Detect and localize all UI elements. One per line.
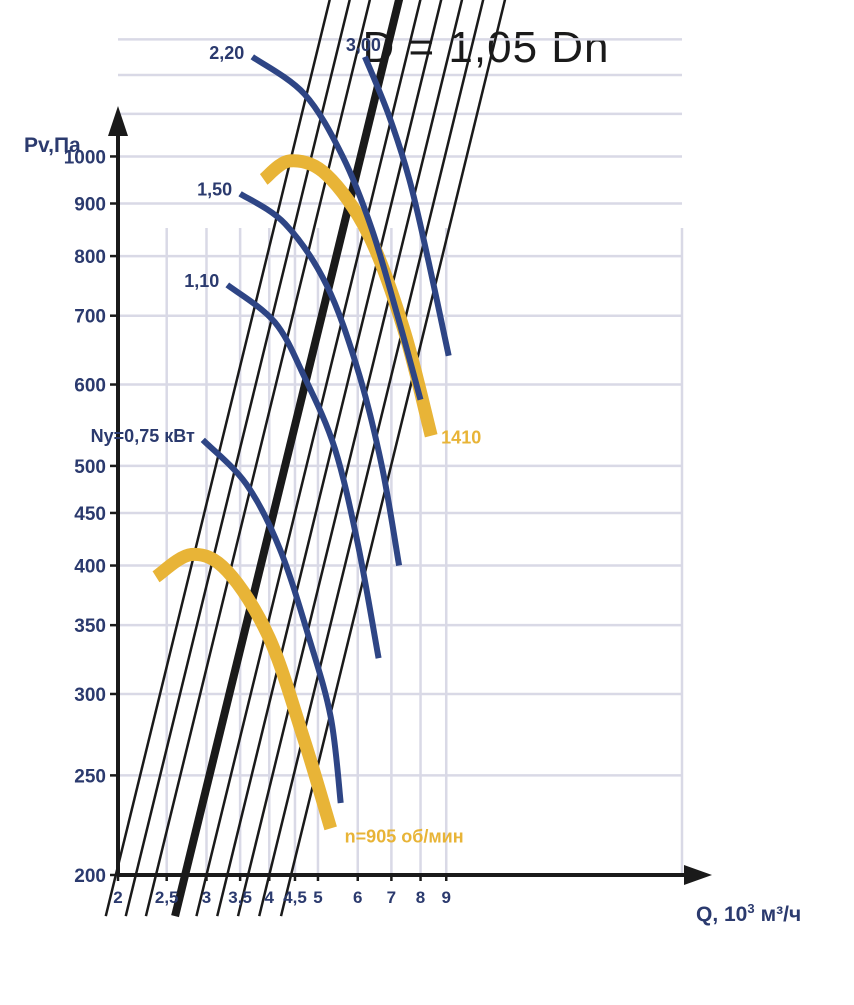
efficiency-line	[236, 0, 464, 917]
efficiency-lines: η=0,7300,7800,8100,8400,8100,7800,7500,7…	[104, 0, 507, 918]
x-tick-label: 3	[202, 888, 211, 907]
y-tick-label: 200	[74, 866, 106, 887]
power-label: 2,20	[209, 43, 244, 63]
y-tick-label: 250	[74, 766, 106, 787]
x-tick-label: 7	[387, 888, 396, 907]
x-tick-label: 5	[313, 888, 322, 907]
y-tick-label: 800	[74, 247, 106, 268]
x-axis-label: Q, 103 м³/ч	[696, 901, 801, 926]
power-label: 3,00	[346, 35, 381, 55]
power-curve	[225, 282, 382, 659]
power-curve	[238, 191, 403, 567]
efficiency-line	[279, 0, 507, 917]
x-tick-label: 6	[353, 888, 362, 907]
series-labels: n=905 об/мин 1410 Ny=0,75 кВт 1,10 1,50 2,20 3…	[91, 35, 482, 847]
y-tick-label: 350	[74, 616, 106, 637]
speed-label: 1410	[441, 428, 481, 448]
power-curve	[362, 55, 452, 357]
x-axis-arrow-icon	[684, 865, 712, 885]
efficiency-line	[195, 0, 422, 917]
y-tick-label: 700	[74, 307, 106, 328]
y-tick-label: 600	[74, 376, 106, 397]
y-tick-label: 400	[74, 557, 106, 578]
power-label: 1,50	[197, 180, 232, 200]
speed-label: n=905 об/мин	[345, 826, 464, 846]
efficiency-line	[104, 0, 331, 917]
x-tick-label: 2	[113, 888, 122, 907]
x-axis-label-sup: 3	[747, 901, 754, 916]
x-tick-label: 2,5	[155, 888, 179, 907]
efficiency-line	[144, 0, 372, 917]
y-tick-label: 300	[74, 685, 106, 706]
y-tick-label: 450	[74, 504, 106, 525]
power-curve	[200, 437, 344, 804]
x-tick-label: 3,5	[228, 888, 252, 907]
efficiency-line	[171, 0, 404, 918]
x-tick-label: 8	[416, 888, 425, 907]
x-tick-label: 4	[265, 888, 275, 907]
power-curve	[250, 54, 424, 401]
x-axis-label-unit: м³/ч	[761, 903, 802, 926]
y-tick-label: 1000	[64, 147, 106, 168]
power-label: Ny=0,75 кВт	[91, 426, 195, 446]
efficiency-line	[258, 0, 485, 917]
y-tick-label: 900	[74, 194, 106, 215]
axes	[108, 106, 712, 885]
y-axis-arrow-icon	[108, 106, 128, 136]
tick-labels: 200 250 300 350 400 450 500 600 700 800 900 1000 2 2,…	[64, 147, 451, 907]
speed-curve	[152, 547, 337, 831]
series-curves	[152, 54, 452, 831]
efficiency-line	[124, 0, 351, 917]
x-tick-label: 4,5	[283, 888, 307, 907]
x-axis-label-main: Q, 10	[696, 903, 747, 926]
efficiency-line	[216, 0, 443, 917]
chart-title: D = 1,05 Dn	[362, 23, 609, 72]
power-label: 1,10	[184, 271, 219, 291]
y-tick-label: 500	[74, 457, 106, 478]
x-tick-label: 9	[442, 888, 451, 907]
y-axis-label: Pv,Па	[24, 134, 81, 157]
